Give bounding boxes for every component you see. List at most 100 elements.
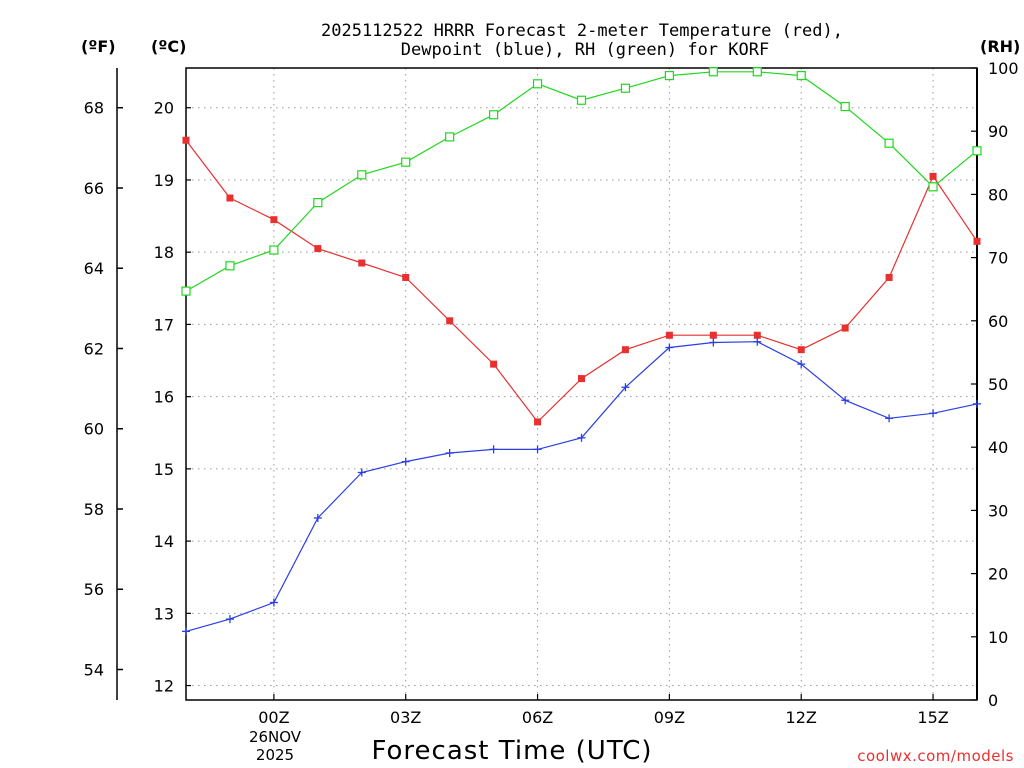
rh-point — [576, 95, 587, 105]
time-tick-label: 03Z — [390, 708, 421, 727]
fahrenheit-axis: 54 56 58 60 62 64 66 68 — [84, 68, 123, 700]
temperature-point — [226, 194, 234, 202]
temperature-point — [358, 259, 366, 267]
fahrenheit-tick-label: 56 — [84, 580, 104, 599]
chart-title-line2: Dewpoint (blue), RH (green) for KORF — [401, 40, 769, 60]
dewpoint-point — [269, 598, 278, 607]
rh-tick-label: 50 — [988, 375, 1008, 394]
rh-point — [620, 83, 631, 93]
rh-point — [181, 286, 191, 296]
dewpoint-point — [709, 338, 718, 347]
temperature-point — [841, 324, 849, 332]
time-tick-label: 06Z — [522, 708, 553, 727]
dewpoint-point — [313, 513, 322, 522]
dewpoint-point — [797, 360, 806, 369]
rh-tick-label: 20 — [988, 565, 1008, 584]
rh-point — [532, 79, 543, 89]
celsius-tick-label: 18 — [154, 243, 174, 262]
dewpoint-point — [225, 615, 234, 624]
data-series — [181, 67, 982, 636]
fahrenheit-tick-label: 60 — [84, 420, 104, 439]
rh-point — [840, 101, 850, 112]
fahrenheit-tick-label: 68 — [84, 99, 104, 118]
rh-point — [928, 182, 938, 192]
rh-point — [401, 157, 411, 167]
series-rh — [181, 67, 982, 296]
rh-point — [313, 198, 323, 208]
fahrenheit-tick-label: 64 — [84, 259, 104, 278]
plot-frame — [185, 67, 978, 701]
temperature-point — [402, 273, 410, 281]
temperature-point — [885, 273, 893, 281]
dewpoint-point — [665, 343, 674, 352]
rh-tick-label: 60 — [988, 312, 1008, 331]
temperature-point — [709, 331, 717, 339]
rh-point — [796, 70, 806, 81]
rh-tick-label: 90 — [988, 122, 1008, 141]
time-tick-label: 09Z — [654, 708, 685, 727]
dewpoint-point — [533, 445, 542, 454]
temperature-point — [182, 136, 190, 144]
rh-point — [445, 132, 455, 142]
dewpoint-point — [621, 383, 630, 392]
celsius-tick-label: 19 — [154, 171, 174, 190]
dewpoint-point — [489, 445, 498, 454]
date-day-label: 26NOV — [249, 728, 302, 746]
dewpoint-point — [973, 399, 981, 408]
dewpoint-point — [401, 457, 410, 466]
dewpoint-point — [577, 433, 586, 442]
time-tick-label: 00Z — [258, 708, 289, 727]
temperature-point — [797, 346, 805, 354]
rh-point — [489, 110, 499, 120]
dewpoint-point — [182, 627, 190, 636]
time-axis: 00Z 03Z 06Z 09Z 12Z 15Z — [258, 694, 949, 727]
celsius-tick-label: 12 — [154, 677, 174, 696]
fahrenheit-tick-label: 66 — [84, 179, 104, 198]
series-temperature — [182, 136, 981, 426]
rh-point — [357, 170, 367, 180]
fahrenheit-tick-label: 54 — [84, 661, 104, 680]
temperature-point — [621, 346, 629, 354]
temperature-point — [929, 172, 937, 180]
celsius-axis-label: (ºC) — [151, 37, 186, 56]
time-tick-label: 12Z — [786, 708, 817, 727]
rh-axis: 0 10 20 30 40 50 60 70 80 90 100 — [971, 59, 1019, 710]
dewpoint-point — [445, 448, 454, 457]
plot-border — [185, 67, 978, 701]
celsius-tick-label: 16 — [154, 388, 174, 407]
celsius-tick-label: 17 — [154, 315, 174, 334]
temperature-point — [446, 317, 454, 325]
chart-title-line1: 2025112522 HRRR Forecast 2-meter Tempera… — [321, 21, 843, 41]
rh-axis-label: (RH) — [980, 37, 1020, 56]
rh-tick-label: 100 — [988, 59, 1019, 78]
temperature-point — [578, 375, 585, 383]
dewpoint-point — [885, 414, 894, 423]
rh-point — [884, 138, 894, 148]
temperature-point — [270, 216, 278, 224]
temperature-point — [314, 245, 322, 253]
credit-link[interactable]: coolwx.com/models — [857, 747, 1014, 765]
celsius-axis: 12 13 14 15 16 17 18 19 20 — [154, 99, 191, 696]
rh-tick-label: 40 — [988, 438, 1008, 457]
fahrenheit-tick-label: 58 — [84, 500, 104, 519]
dewpoint-point — [357, 468, 366, 477]
rh-tick-label: 30 — [988, 501, 1008, 520]
temperature-point — [534, 418, 542, 426]
temperature-point — [973, 237, 981, 245]
temperature-point — [753, 331, 761, 339]
series-dewpoint — [182, 337, 981, 636]
rh-point — [752, 67, 762, 77]
fahrenheit-tick-label: 62 — [84, 339, 104, 358]
x-axis-title: Forecast Time (UTC) — [371, 736, 652, 766]
rh-point — [269, 245, 279, 255]
celsius-tick-label: 20 — [154, 99, 174, 118]
rh-point — [225, 261, 235, 271]
dewpoint-point — [841, 396, 850, 405]
rh-tick-label: 80 — [988, 185, 1008, 204]
celsius-tick-label: 15 — [154, 460, 174, 479]
dewpoint-point — [753, 337, 762, 346]
dewpoint-point — [929, 409, 938, 418]
temperature-point — [490, 360, 498, 368]
date-year-label: 2025 — [256, 746, 294, 764]
